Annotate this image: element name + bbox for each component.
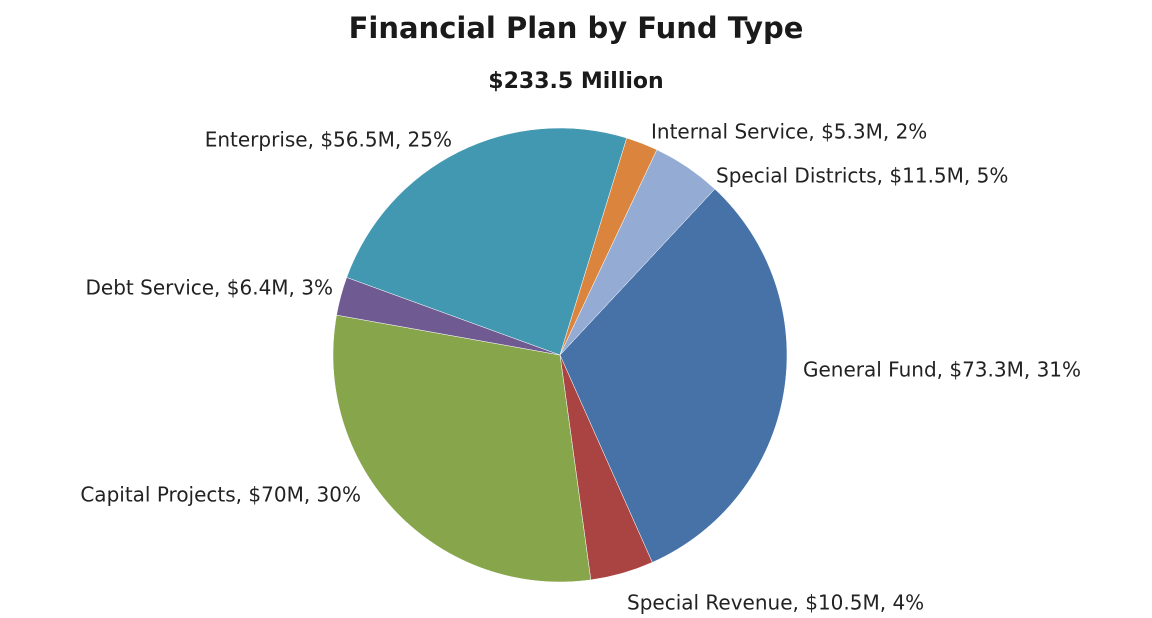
pie-slice [332,314,592,583]
data-label: Internal Service, $5.3M, 2% [651,120,927,144]
chart-title: Financial Plan by Fund Type [349,11,804,45]
pie-slice [559,149,716,356]
data-label: Capital Projects, $70M, 30% [80,483,361,507]
chart-subtitle: $233.5 Million [488,69,663,94]
data-label: Special Revenue, $10.5M, 4% [627,591,924,615]
data-label: Debt Service, $6.4M, 3% [86,276,333,300]
pie-slice [346,127,628,356]
pie-slice [559,188,788,563]
data-label: Special Districts, $11.5M, 5% [716,164,1008,188]
data-label: General Fund, $73.3M, 31% [803,358,1081,382]
data-label: Enterprise, $56.5M, 25% [205,128,452,152]
